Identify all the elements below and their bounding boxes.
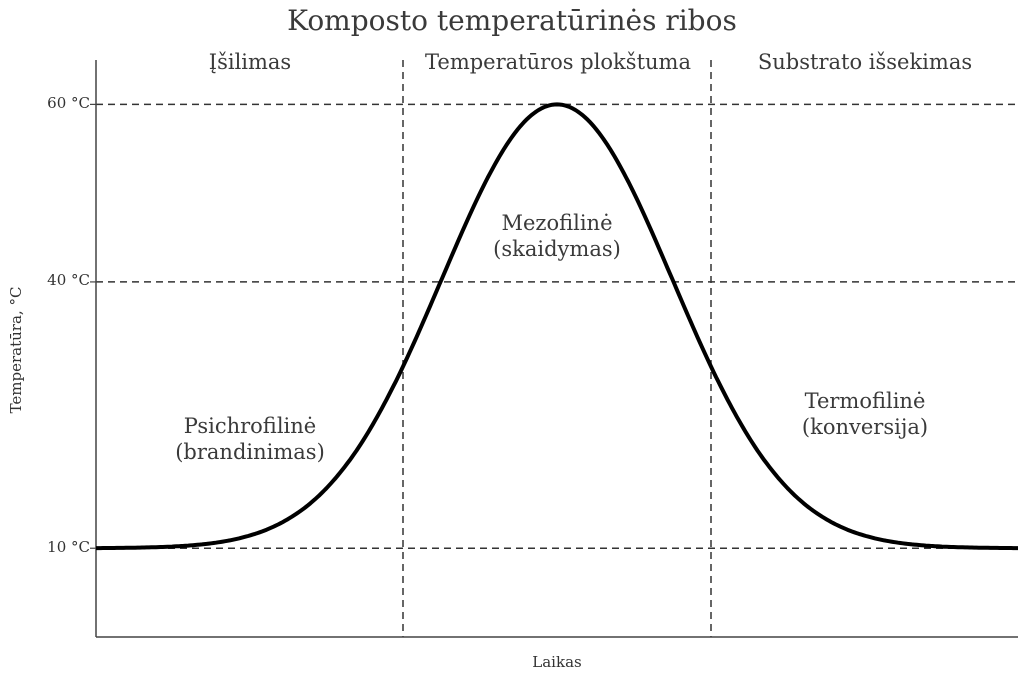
y-axis-label: Temperatūra, °C: [7, 286, 25, 414]
x-axis-label: Laikas: [532, 653, 582, 671]
axes: [90, 60, 1018, 638]
annotation-thermophilic: Termofilinė (konversija): [765, 388, 965, 440]
y-tick-10: 10 °C: [47, 538, 90, 556]
annotation-line1: Mezofilinė: [501, 211, 613, 235]
region-label-depletion: Substrato išsekimas: [757, 50, 973, 74]
annotation-mesophilic: Mezofilinė (skaidymas): [457, 210, 657, 262]
y-tick-40: 40 °C: [47, 271, 90, 289]
annotation-line2: (konversija): [801, 415, 929, 439]
annotation-line1: Psichrofilinė: [183, 414, 317, 438]
region-label-plateau: Temperatūros plokštuma: [425, 50, 691, 74]
annotation-line1: Termofilinė: [804, 389, 926, 413]
annotation-line2: (brandinimas): [175, 440, 325, 464]
region-label-warming: Įšilimas: [208, 50, 292, 74]
temperature-curve: [96, 102, 1018, 551]
grid-lines: [96, 60, 1018, 637]
y-tick-60: 60 °C: [47, 94, 90, 112]
annotation-line2: (skaidymas): [493, 237, 621, 261]
annotation-psychrophilic: Psichrofilinė (brandinimas): [150, 413, 350, 465]
chart-title: Komposto temperatūrinės ribos: [287, 4, 737, 37]
